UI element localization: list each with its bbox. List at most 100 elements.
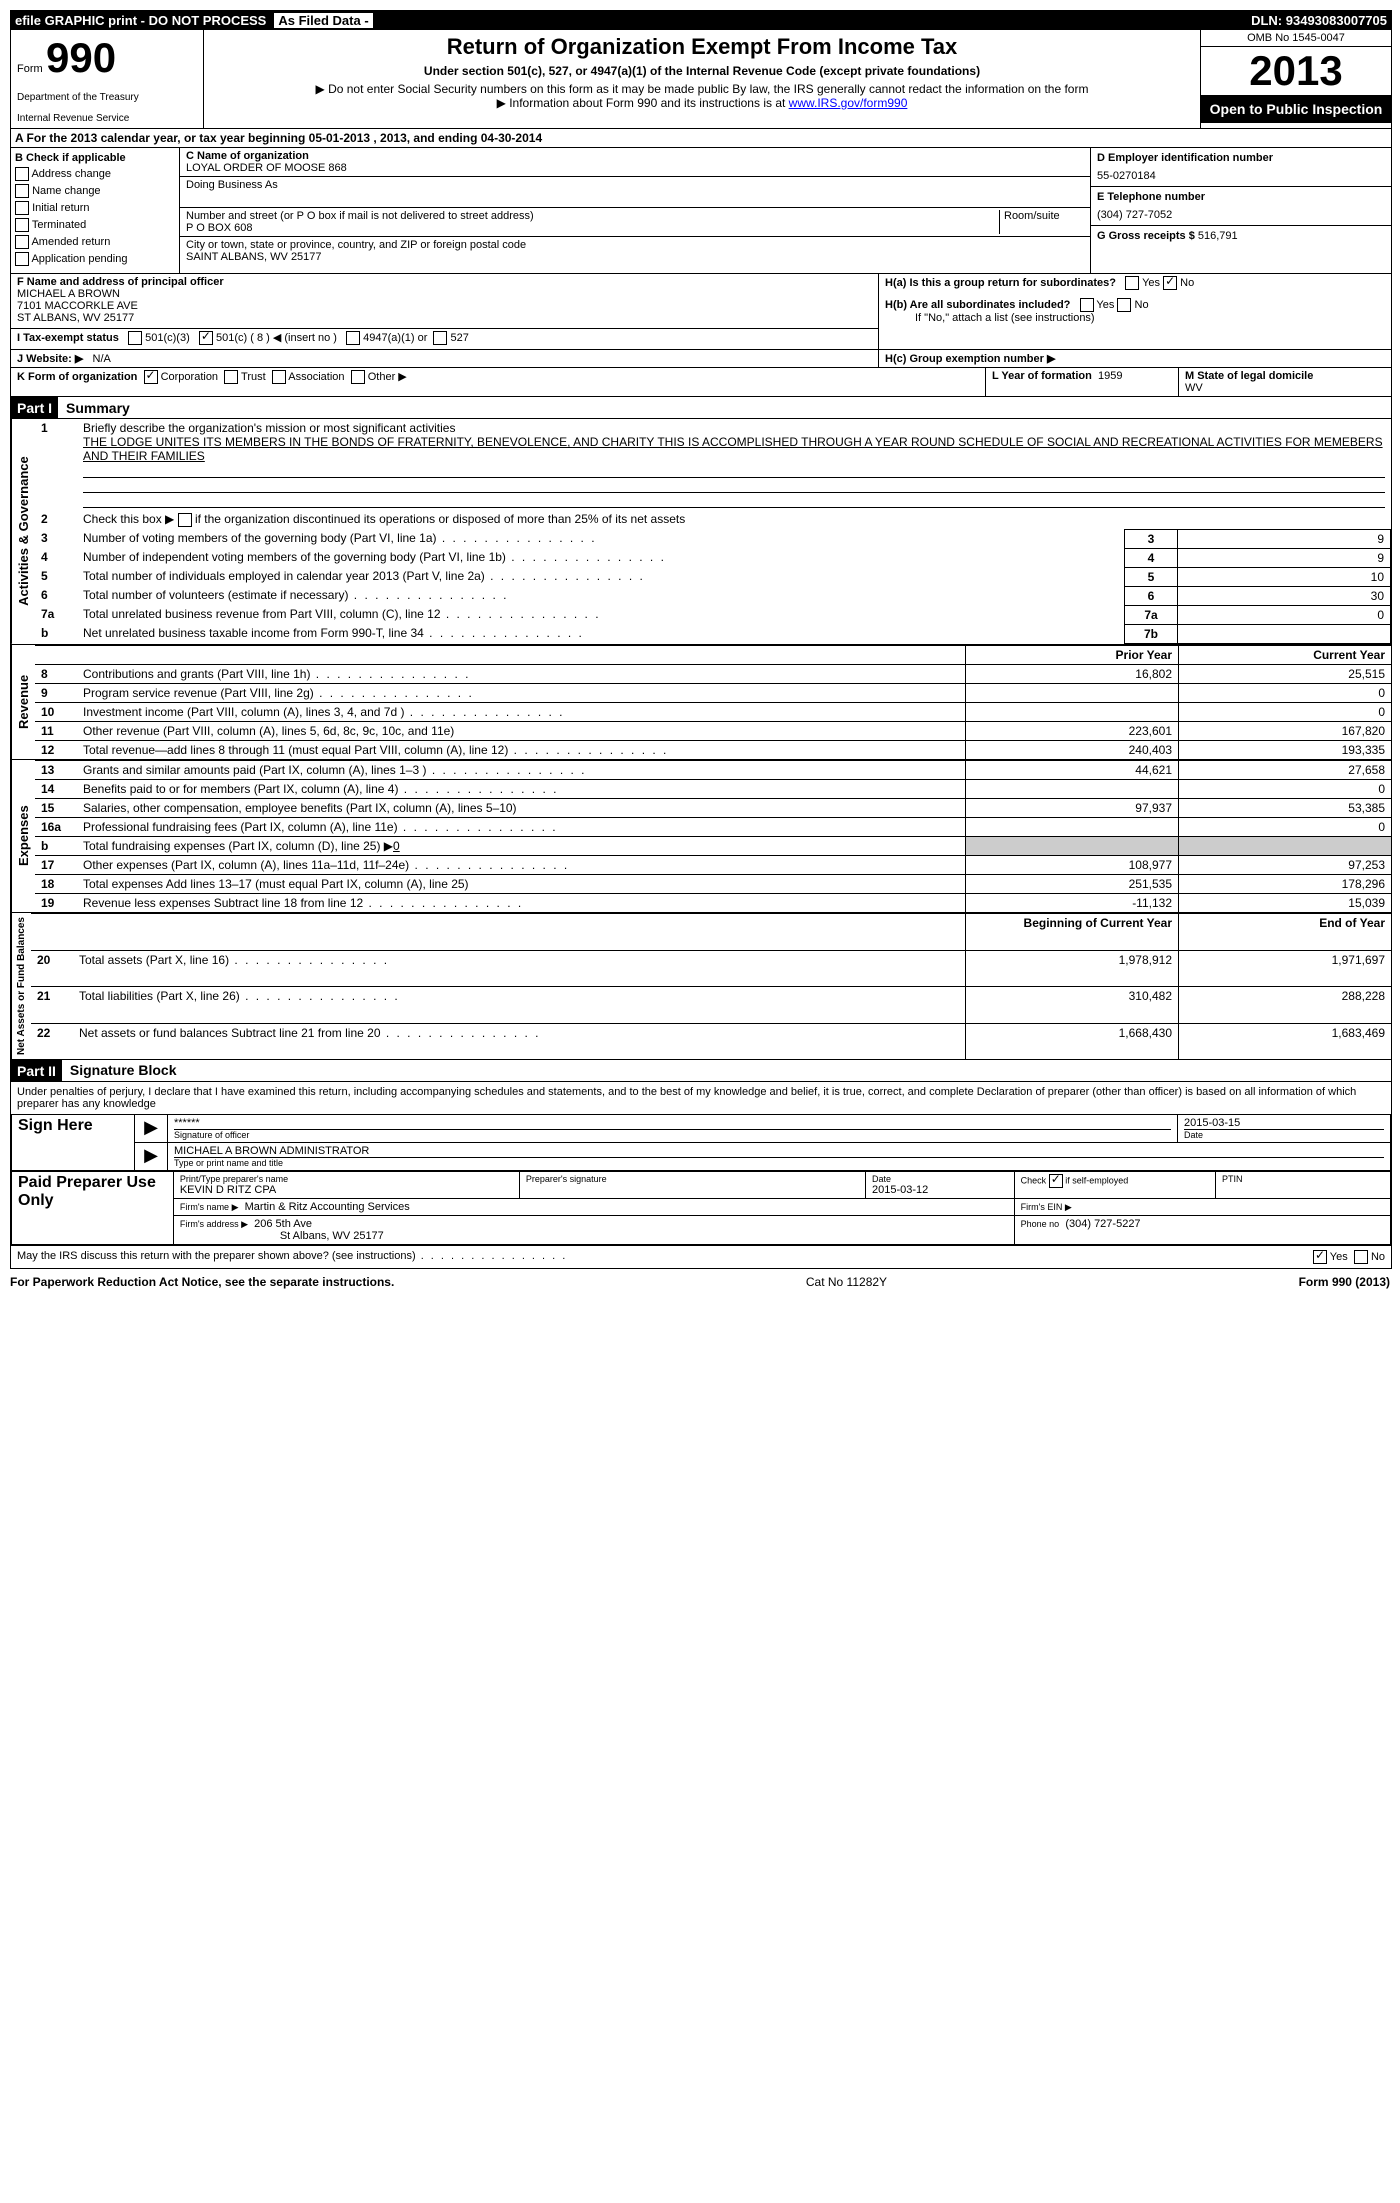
dept-treasury: Department of the Treasury <box>17 92 197 103</box>
prep-name: KEVIN D RITZ CPA <box>180 1184 513 1196</box>
i-label: I Tax-exempt status <box>17 332 119 344</box>
perjury-statement: Under penalties of perjury, I declare th… <box>11 1081 1391 1114</box>
cb-501c3[interactable] <box>128 331 142 345</box>
cb-discontinued[interactable] <box>178 513 192 527</box>
part-1-header: Part I <box>11 397 58 418</box>
cb-terminated[interactable] <box>15 218 29 232</box>
cb-hb-yes[interactable] <box>1080 298 1094 312</box>
firm-name-label: Firm's name ▶ <box>180 1202 239 1212</box>
org-name: LOYAL ORDER OF MOOSE 868 <box>186 162 1084 174</box>
side-revenue: Revenue <box>11 645 35 759</box>
form-subtitle-2: ▶ Do not enter Social Security numbers o… <box>210 82 1194 96</box>
cb-501c[interactable] <box>199 331 213 345</box>
dept-irs: Internal Revenue Service <box>17 113 197 124</box>
cb-application-pending[interactable] <box>15 252 29 266</box>
prep-name-label: Print/Type preparer's name <box>180 1174 513 1184</box>
l-value: 1959 <box>1098 370 1122 382</box>
cb-corporation[interactable] <box>144 370 158 384</box>
officer-name-title: MICHAEL A BROWN ADMINISTRATOR <box>174 1145 369 1157</box>
efile-notice: efile GRAPHIC print - DO NOT PROCESS <box>15 13 266 28</box>
officer-name: MICHAEL A BROWN <box>17 288 872 300</box>
l1-text: THE LODGE UNITES ITS MEMBERS IN THE BOND… <box>83 435 1383 463</box>
ein-value: 55-0270184 <box>1097 170 1385 182</box>
l7b-desc: Net unrelated business taxable income fr… <box>83 626 584 640</box>
sign-here-label: Sign Here <box>12 1114 135 1170</box>
sig-officer-label: Signature of officer <box>174 1129 1171 1140</box>
k-label: K Form of organization <box>17 371 137 383</box>
discuss-row: May the IRS discuss this return with the… <box>11 1245 1391 1268</box>
omb-number: OMB No 1545-0047 <box>1201 30 1391 47</box>
firm-addr-label: Firm's address ▶ <box>180 1219 248 1229</box>
sig-date: 2015-03-15 <box>1184 1117 1240 1129</box>
cb-name-change[interactable] <box>15 184 29 198</box>
form-990-container: efile GRAPHIC print - DO NOT PROCESS As … <box>10 10 1392 1269</box>
dln-label: DLN: <box>1251 13 1282 28</box>
form-subtitle-1: Under section 501(c), 527, or 4947(a)(1)… <box>210 64 1194 78</box>
irs-link[interactable]: www.IRS.gov/form990 <box>789 96 908 110</box>
dln-value: 93493083007705 <box>1286 13 1387 28</box>
as-filed-label: As Filed Data - <box>274 13 372 28</box>
room-label: Room/suite <box>1000 210 1084 234</box>
row-j-hc: J Website: ▶ N/A H(c) Group exemption nu… <box>11 349 1391 367</box>
sign-here-table: Sign Here ▶ ****** Signature of officer … <box>11 1114 1391 1171</box>
cb-ha-no[interactable] <box>1163 276 1177 290</box>
boy-header: Beginning of Current Year <box>966 913 1179 950</box>
cb-discuss-no[interactable] <box>1354 1250 1368 1264</box>
cb-other[interactable] <box>351 370 365 384</box>
cb-initial-return[interactable] <box>15 201 29 215</box>
phone-value: (304) 727-7052 <box>1097 209 1385 221</box>
dln-container: DLN: 93493083007705 <box>1251 13 1387 28</box>
addr-label: Number and street (or P O box if mail is… <box>186 210 995 222</box>
org-name-label: C Name of organization <box>186 150 1084 162</box>
prep-date: 2015-03-12 <box>872 1184 1008 1196</box>
ptin-label: PTIN <box>1222 1174 1384 1184</box>
l3-desc: Number of voting members of the governin… <box>83 531 597 545</box>
firm-ein-label: Firm's EIN ▶ <box>1021 1202 1072 1212</box>
cb-self-employed[interactable] <box>1049 1174 1063 1188</box>
firm-addr1: 206 5th Ave <box>254 1218 312 1230</box>
open-public: Open to Public Inspection <box>1201 95 1391 123</box>
header-right: OMB No 1545-0047 2013 Open to Public Ins… <box>1201 30 1391 128</box>
cb-527[interactable] <box>433 331 447 345</box>
part-2-header: Part II <box>11 1060 62 1081</box>
expenses-table: 13Grants and similar amounts paid (Part … <box>35 760 1391 912</box>
row-f-h: F Name and address of principal officer … <box>11 273 1391 349</box>
net-assets-section: Net Assets or Fund Balances Beginning of… <box>11 912 1391 1059</box>
tax-year: 2013 <box>1201 47 1391 95</box>
l2-label: Check this box ▶ <box>83 512 174 526</box>
l3-val: 9 <box>1178 529 1391 548</box>
l5-val: 10 <box>1178 567 1391 586</box>
ein-label: D Employer identification number <box>1097 152 1385 164</box>
type-print-label: Type or print name and title <box>174 1157 1384 1168</box>
cb-discuss-yes[interactable] <box>1313 1250 1327 1264</box>
current-year-header: Current Year <box>1179 645 1392 664</box>
sig-date-label: Date <box>1184 1129 1384 1140</box>
l2-text: if the organization discontinued its ope… <box>195 512 685 526</box>
cb-ha-yes[interactable] <box>1125 276 1139 290</box>
officer-addr1: 7101 MACCORKLE AVE <box>17 300 872 312</box>
cb-address-change[interactable] <box>15 167 29 181</box>
sig-mask: ****** <box>174 1117 200 1129</box>
m-label: M State of legal domicile <box>1185 370 1313 382</box>
firm-name: Martin & Ritz Accounting Services <box>245 1201 410 1213</box>
cb-4947[interactable] <box>346 331 360 345</box>
firm-phone: (304) 727-5227 <box>1065 1218 1140 1230</box>
hb-label: H(b) Are all subordinates included? <box>885 299 1070 311</box>
cb-trust[interactable] <box>224 370 238 384</box>
firm-phone-label: Phone no <box>1021 1219 1060 1229</box>
summary-table-ag: 1 Briefly describe the organization's mi… <box>35 419 1391 644</box>
l7a-desc: Total unrelated business revenue from Pa… <box>83 607 601 621</box>
side-net-assets: Net Assets or Fund Balances <box>11 913 31 1059</box>
l6-val: 30 <box>1178 586 1391 605</box>
net-assets-table: Beginning of Current YearEnd of Year 20T… <box>31 913 1391 1059</box>
cb-hb-no[interactable] <box>1117 298 1131 312</box>
l7b-val <box>1178 624 1391 643</box>
column-d: D Employer identification number 55-0270… <box>1091 148 1391 273</box>
l6-desc: Total number of volunteers (estimate if … <box>83 588 508 602</box>
cb-amended[interactable] <box>15 235 29 249</box>
cb-association[interactable] <box>272 370 286 384</box>
revenue-section: Revenue Prior YearCurrent Year 8Contribu… <box>11 644 1391 759</box>
form-title: Return of Organization Exempt From Incom… <box>210 34 1194 60</box>
top-bar: efile GRAPHIC print - DO NOT PROCESS As … <box>11 11 1391 30</box>
header-left: Form 990 Department of the Treasury Inte… <box>11 30 204 128</box>
